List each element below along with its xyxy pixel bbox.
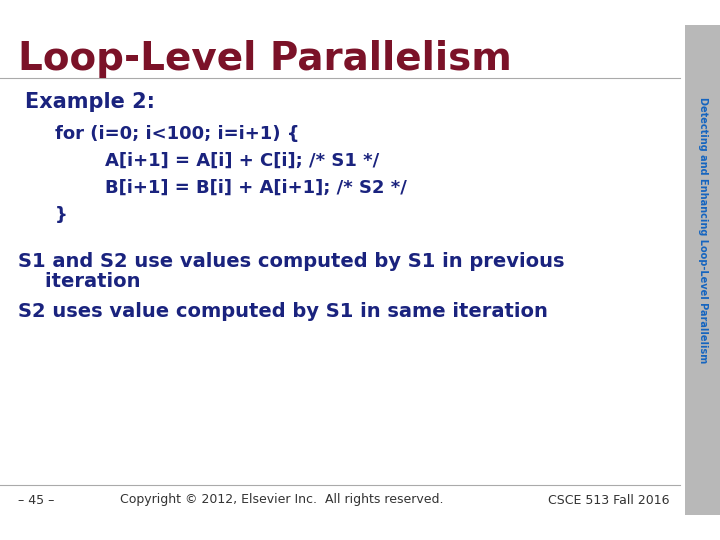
Bar	[685, 25, 720, 515]
Text: B[i+1] = B[i] + A[i+1]; /* S2 */: B[i+1] = B[i] + A[i+1]; /* S2 */	[105, 179, 407, 197]
Text: for (i=0; i<100; i=i+1) {: for (i=0; i<100; i=i+1) {	[55, 125, 300, 143]
Text: }: }	[55, 206, 68, 224]
Text: A[i+1] = A[i] + C[i]; /* S1 */: A[i+1] = A[i] + C[i]; /* S1 */	[105, 152, 379, 170]
Text: Detecting and Enhancing Loop-Level Parallelism: Detecting and Enhancing Loop-Level Paral…	[698, 97, 708, 363]
Text: – 45 –: – 45 –	[18, 494, 55, 507]
Text: iteration: iteration	[18, 272, 140, 291]
Text: S1 and S2 use values computed by S1 in previous: S1 and S2 use values computed by S1 in p…	[18, 252, 564, 271]
Text: CSCE 513 Fall 2016: CSCE 513 Fall 2016	[549, 494, 670, 507]
Text: S2 uses value computed by S1 in same iteration: S2 uses value computed by S1 in same ite…	[18, 302, 548, 321]
Text: Copyright © 2012, Elsevier Inc.  All rights reserved.: Copyright © 2012, Elsevier Inc. All righ…	[120, 494, 444, 507]
Text: Loop-Level Parallelism: Loop-Level Parallelism	[18, 40, 512, 78]
Text: Example 2:: Example 2:	[25, 92, 155, 112]
